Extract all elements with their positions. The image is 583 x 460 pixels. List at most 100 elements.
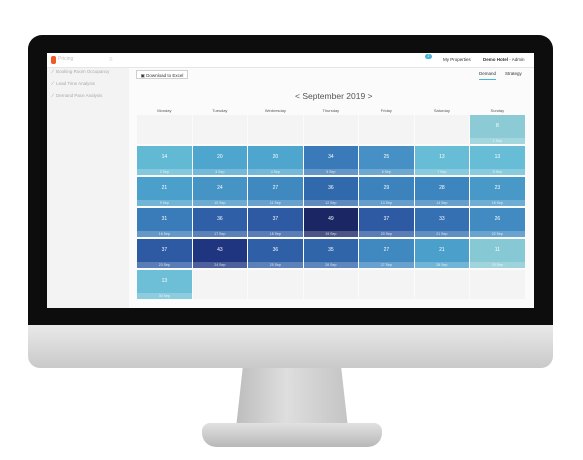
day-date: 7 Sep: [414, 169, 470, 175]
calendar-day-cell[interactable]: 27 11 Sep: [248, 177, 303, 206]
calendar-day-cell[interactable]: 13 30 Sep: [137, 270, 192, 299]
calendar-cell-empty: [192, 270, 248, 299]
calendar-day-cell[interactable]: 29 13 Sep: [359, 177, 414, 206]
calendar-day-cell[interactable]: 37 18 Sep: [248, 208, 303, 237]
calendar-day-cell[interactable]: 25 6 Sep: [359, 146, 414, 175]
user-menu[interactable]: Demo Hotel - Admin: [483, 57, 525, 62]
sidebar-item-booking-room-occupancy[interactable]: ⟋ Booking Room Occupancy: [51, 69, 109, 74]
day-date: 28 Sep: [414, 262, 470, 268]
demand-value: 33: [439, 216, 445, 222]
day-date: 21 Sep: [414, 231, 470, 237]
calendar-day-cell[interactable]: 26 22 Sep: [470, 208, 525, 237]
demand-value: 37: [272, 216, 279, 222]
demand-value: 37: [383, 216, 390, 222]
demand-value: 13: [161, 278, 168, 284]
calendar-day-cell[interactable]: 21 28 Sep: [414, 239, 470, 268]
demand-value: 26: [494, 216, 501, 222]
demand-value: 21: [439, 247, 445, 253]
calendar-day-cell[interactable]: 23 15 Sep: [470, 177, 525, 206]
line-chart-icon: ⟋: [51, 81, 55, 86]
calendar-day-cell[interactable]: 14 2 Sep: [137, 146, 192, 175]
sidebar-item-demand-pace-analysis[interactable]: ⟋ Demand Pace Analysis: [51, 93, 102, 98]
demand-value: 29: [383, 185, 390, 191]
demand-value: 37: [161, 247, 168, 253]
day-date: 9 Sep: [137, 200, 192, 206]
demand-value: 13: [439, 154, 445, 160]
day-date: 20 Sep: [359, 231, 414, 237]
calendar-day-cell[interactable]: 43 24 Sep: [192, 239, 248, 268]
month-navigator[interactable]: < September 2019 >: [295, 91, 373, 101]
demand-value: 25: [383, 154, 390, 160]
calendar-day-cell[interactable]: 11 29 Sep: [470, 239, 525, 268]
demand-value: 20: [272, 154, 279, 160]
calendar-cell-empty: [303, 270, 359, 299]
calendar-day-cell[interactable]: 33 21 Sep: [414, 208, 470, 237]
day-date: 11 Sep: [248, 200, 303, 206]
user-role: - Admin: [508, 57, 525, 62]
app-screen: Pricing ≡ 2 My Properties Demo Hotel - A…: [47, 53, 534, 308]
day-date: 3 Sep: [192, 169, 248, 175]
calendar-day-cell[interactable]: 21 9 Sep: [137, 177, 192, 206]
calendar-day-cell[interactable]: 13 7 Sep: [414, 146, 470, 175]
day-date: 14 Sep: [414, 200, 470, 206]
calendar-day-cell[interactable]: 36 12 Sep: [303, 177, 359, 206]
demand-value: 34: [328, 154, 334, 160]
tab-demand[interactable]: Demand: [479, 71, 497, 80]
calendar-day-cell[interactable]: 37 23 Sep: [137, 239, 192, 268]
calendar-day-cell[interactable]: 20 3 Sep: [192, 146, 248, 175]
sidebar: ⟋ Booking Room Occupancy ⟋ Lead Time Analy…: [47, 68, 129, 308]
demand-value: 20: [217, 154, 223, 160]
menu-icon[interactable]: ≡: [109, 57, 113, 63]
demand-value: 28: [439, 185, 445, 191]
weekday-header: Wednesday: [264, 108, 286, 113]
tab-strategy[interactable]: Strategy: [505, 71, 522, 76]
monitor-chin: [28, 325, 553, 368]
sidebar-item-label: Demand Pace Analysis: [56, 93, 103, 98]
calendar-cell-empty: [414, 270, 470, 299]
calendar-day-cell[interactable]: 36 17 Sep: [192, 208, 248, 237]
demand-value: 27: [383, 247, 390, 253]
day-date: 25 Sep: [248, 262, 303, 268]
demand-value: 11: [494, 247, 500, 253]
demand-value: 24: [217, 185, 223, 191]
sidebar-item-lead-time-analysis[interactable]: ⟋ Lead Time Analysis: [51, 81, 95, 86]
calendar-day-cell[interactable]: 36 25 Sep: [248, 239, 303, 268]
day-date: 30 Sep: [137, 293, 192, 299]
calendar-day-cell[interactable]: 20 4 Sep: [248, 146, 303, 175]
calendar-day-cell[interactable]: 8 1 Sep: [470, 115, 525, 144]
calendar-day-cell[interactable]: 24 10 Sep: [192, 177, 248, 206]
day-date: 19 Sep: [303, 231, 359, 237]
demand-value: 21: [161, 185, 168, 191]
day-date: 16 Sep: [137, 231, 192, 237]
weekday-header: Tuesday: [212, 108, 228, 113]
calendar-day-cell[interactable]: 37 20 Sep: [359, 208, 414, 237]
day-date: 24 Sep: [192, 262, 248, 268]
calendar-day-cell[interactable]: 13 8 Sep: [470, 146, 525, 175]
notification-badge[interactable]: 2: [425, 54, 432, 59]
calendar-cell-empty: [303, 115, 359, 144]
calendar-day-cell[interactable]: 28 14 Sep: [414, 177, 470, 206]
day-date: 26 Sep: [303, 262, 359, 268]
day-date: 1 Sep: [470, 138, 525, 144]
demand-value: 8: [495, 123, 499, 129]
day-date: 5 Sep: [303, 169, 359, 175]
demand-value: 13: [494, 154, 501, 160]
weekday-header: Saturday: [433, 108, 450, 113]
sidebar-item-label: Booking Room Occupancy: [56, 69, 110, 74]
sidebar-item-label: Lead Time Analysis: [56, 81, 95, 86]
weekday-header: Thursday: [322, 108, 340, 113]
calendar-day-cell[interactable]: 31 16 Sep: [137, 208, 192, 237]
day-date: 4 Sep: [248, 169, 303, 175]
download-excel-button[interactable]: ▣ Download to Excel: [136, 70, 188, 79]
calendar-cell-empty: [248, 115, 303, 144]
calendar-day-cell[interactable]: 34 5 Sep: [303, 146, 359, 175]
calendar-day-cell[interactable]: 35 26 Sep: [303, 239, 359, 268]
calendar-day-cell[interactable]: 27 27 Sep: [359, 239, 414, 268]
my-properties-link[interactable]: My Properties: [443, 57, 471, 62]
download-label: Download to Excel: [146, 73, 184, 78]
demand-value: 36: [272, 247, 279, 253]
day-date: 29 Sep: [470, 262, 525, 268]
day-date: 15 Sep: [470, 200, 525, 206]
calendar-day-cell[interactable]: 49 19 Sep: [303, 208, 359, 237]
logo-icon: [51, 56, 56, 64]
